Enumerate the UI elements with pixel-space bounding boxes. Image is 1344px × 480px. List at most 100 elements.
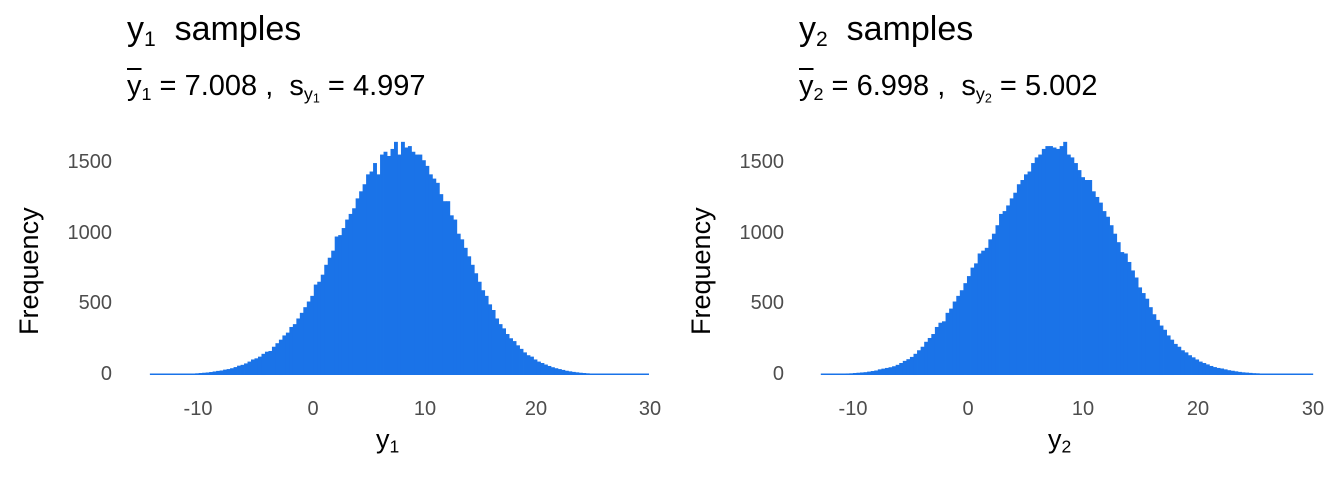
histogram-bar — [1123, 253, 1128, 375]
mean-value: 6.998 — [856, 70, 930, 102]
histogram-bar — [920, 346, 925, 375]
x-label-subscript: 2 — [1061, 436, 1072, 457]
histogram-bar — [1248, 372, 1253, 375]
x-tick: 30 — [1301, 398, 1325, 420]
histogram-bar — [195, 373, 200, 375]
chart-title: y1 samples — [127, 10, 301, 52]
histogram-bar — [1056, 148, 1061, 375]
histogram-bar — [1223, 369, 1228, 375]
histogram-bar — [1195, 359, 1200, 375]
x-label-subscript: 1 — [389, 436, 400, 457]
histogram-bar — [596, 373, 601, 375]
histogram-bar — [852, 373, 857, 375]
histogram-bar — [849, 373, 854, 375]
histogram-bar — [1152, 314, 1157, 375]
histogram-bar — [376, 174, 381, 375]
histogram-bar — [627, 373, 632, 375]
histogram-bar — [888, 367, 893, 375]
histogram-bar — [547, 365, 552, 375]
histogram-bar — [289, 326, 294, 375]
histogram-bar — [1016, 184, 1021, 375]
histogram-bar — [226, 369, 231, 375]
histogram-bar — [1066, 154, 1071, 375]
histogram-bar — [568, 371, 573, 375]
histogram-bar — [463, 247, 468, 375]
histogram-bar — [191, 373, 196, 375]
histogram-bar — [1180, 350, 1185, 375]
y-tick: 1500 — [67, 151, 113, 173]
y-tick: 0 — [100, 363, 112, 385]
title-variable: y — [799, 10, 816, 48]
histogram-bar — [1113, 233, 1118, 375]
histogram-bar — [366, 174, 370, 375]
histogram-bar — [1155, 319, 1160, 375]
histogram-bar — [1166, 335, 1171, 375]
histogram-bar — [414, 154, 419, 375]
histogram-bar — [1141, 293, 1146, 375]
histogram-bar — [634, 373, 639, 375]
histogram-bar — [1237, 371, 1242, 375]
histogram-bar — [1127, 261, 1132, 375]
histogram-bar — [205, 372, 210, 375]
histogram-bar — [884, 367, 889, 376]
x-label-variable: y — [1048, 424, 1062, 454]
histogram-bar — [1091, 191, 1096, 375]
histogram-bar — [394, 141, 398, 375]
histogram-bar — [397, 154, 402, 375]
histogram-bar — [959, 290, 964, 375]
histogram-bar — [470, 264, 475, 375]
sd-symbol: s — [961, 70, 976, 102]
mean-value: 7.008 — [184, 70, 258, 102]
histogram-bar — [984, 247, 989, 375]
histogram-bar — [892, 366, 897, 375]
histogram-bar — [237, 365, 241, 375]
histogram-bar — [917, 350, 922, 375]
histogram-bar — [1095, 196, 1100, 375]
histogram-bar — [606, 373, 611, 375]
histogram-bar — [924, 341, 929, 375]
histogram-bar — [575, 372, 580, 375]
histogram-bar — [991, 233, 996, 375]
histogram-bar — [512, 341, 517, 375]
histogram-bar — [202, 372, 207, 375]
histogram-bar — [313, 284, 318, 375]
histogram-bar — [160, 373, 165, 375]
histogram-bar — [1202, 362, 1207, 375]
histogram-bar — [1077, 170, 1082, 375]
histogram-bar — [1227, 370, 1232, 375]
histogram-bar — [1034, 157, 1039, 375]
histogram-bar — [913, 353, 918, 376]
histogram-bar — [874, 370, 879, 375]
histogram-bar — [477, 281, 482, 375]
x-tick: 20 — [1186, 398, 1210, 420]
histogram-bar — [212, 371, 217, 375]
histogram-bar — [352, 208, 357, 375]
histogram-bar — [1170, 339, 1175, 376]
histogram-bar — [1273, 373, 1278, 375]
histogram-bar — [442, 201, 447, 375]
histogram-bar — [310, 295, 315, 375]
x-tick: 20 — [524, 398, 548, 420]
histogram-bar — [1188, 355, 1192, 375]
histogram-bar — [1084, 180, 1089, 375]
title-subscript: 1 — [144, 27, 156, 51]
histogram-bar — [820, 373, 825, 375]
histogram-bar — [488, 304, 493, 375]
histogram-bar — [1298, 373, 1303, 375]
histogram-bar — [526, 355, 531, 375]
histogram-bar — [842, 373, 847, 375]
histogram-bar — [184, 373, 189, 375]
histogram-bar — [1130, 270, 1135, 375]
histogram-bar — [1269, 373, 1274, 375]
histogram-bar — [1277, 373, 1282, 375]
histogram-bar — [1024, 174, 1028, 375]
histogram-bar — [867, 371, 872, 375]
histogram-bar — [1234, 371, 1239, 375]
histogram-bar — [296, 318, 301, 375]
histogram-bar — [240, 364, 245, 375]
sd-subscript-index: 1 — [312, 91, 320, 106]
histogram-bar — [561, 369, 566, 375]
histogram-bar — [578, 372, 583, 375]
histogram-bar — [334, 236, 339, 375]
histogram-bar — [188, 373, 193, 375]
